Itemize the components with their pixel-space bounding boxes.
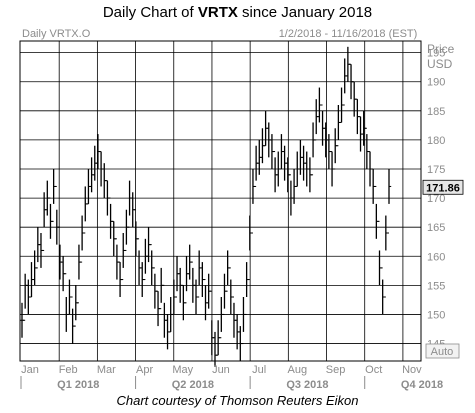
quarter-label: Q2 2018 <box>172 379 214 391</box>
y-tick-label: 175 <box>427 164 445 176</box>
last-price-label: 171.86 <box>426 182 460 194</box>
y-tick-label: 195 <box>427 48 445 60</box>
chart-title-ticker: VRTX <box>197 4 238 21</box>
x-tick-label: Apr <box>136 364 153 376</box>
price-axis-unit: USD <box>427 57 453 71</box>
plot-area <box>19 40 422 362</box>
x-tick-label: May <box>172 364 193 376</box>
last-price-tag <box>422 179 464 195</box>
y-tick-label: 150 <box>427 309 445 321</box>
x-tick-label: Aug <box>288 364 308 376</box>
y-tick-label: 155 <box>427 280 445 292</box>
date-range-label: 1/2/2018 - 11/16/2018 (EST) <box>279 28 418 40</box>
auto-scale-button <box>425 343 460 359</box>
x-tick-label: Mar <box>97 364 116 376</box>
x-tick-label: Jul <box>252 364 266 376</box>
y-tick-label: 165 <box>427 222 445 234</box>
y-tick-label: 160 <box>427 251 445 263</box>
chart-axes: Daily VRTX.O 1/2/2018 - 11/16/2018 (EST) P… <box>20 28 464 391</box>
chart-credit: Chart courtesy of Thomson Reuters Eikon <box>116 393 359 408</box>
chart-title: Daily Chart of VRTX since January 2018 <box>102 4 373 21</box>
quarter-label: Q4 2018 <box>401 379 443 391</box>
y-tick-label: 180 <box>427 135 445 147</box>
price-axis-title: Price <box>427 42 455 56</box>
x-tick-label: Jun <box>212 364 230 376</box>
x-tick-label: Oct <box>365 364 382 376</box>
instrument-label: Daily VRTX.O <box>22 28 91 40</box>
x-tick-label: Jan <box>21 364 39 376</box>
y-tick-label: 185 <box>427 106 445 118</box>
x-tick-label: Sep <box>326 364 346 376</box>
price-bars <box>19 46 392 367</box>
y-tick-label: 170 <box>427 193 445 205</box>
x-tick-label: Nov <box>402 364 422 376</box>
quarter-label: Q1 2018 <box>57 379 99 391</box>
y-tick-label: 190 <box>427 77 445 89</box>
x-tick-label: Feb <box>59 364 78 376</box>
auto-scale-label: Auto <box>431 346 454 358</box>
quarter-label: Q3 2018 <box>286 379 328 391</box>
